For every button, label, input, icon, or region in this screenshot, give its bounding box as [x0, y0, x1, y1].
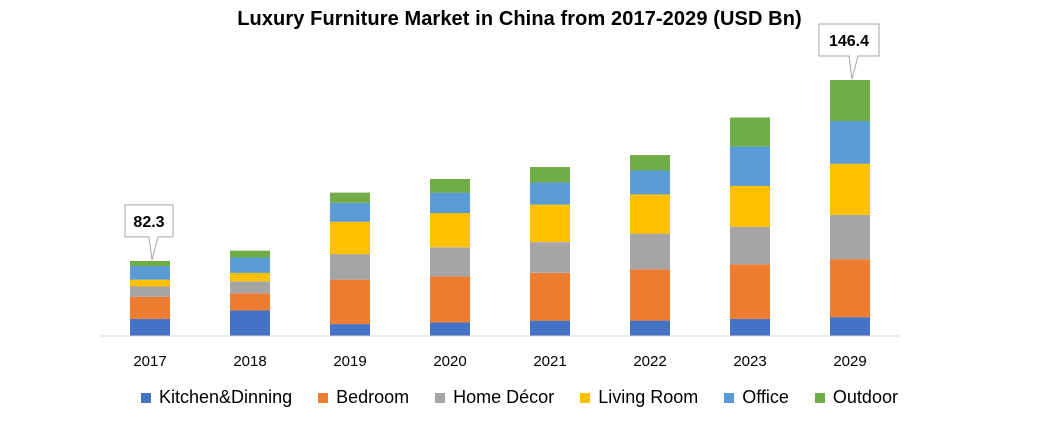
legend-item-5: Outdoor — [814, 387, 898, 408]
bar-segment-2021-series-2 — [530, 242, 570, 273]
callout-box-2029 — [818, 23, 880, 80]
bar-segment-2018-series-3 — [230, 272, 270, 282]
bar-segment-2029-series-2 — [830, 214, 870, 260]
data-label-total-2029: 146.4 — [829, 33, 869, 50]
bar-segment-2029-series-5 — [830, 80, 870, 121]
legend-item-1: Bedroom — [318, 387, 409, 408]
bar-segment-2017-series-2 — [130, 286, 170, 297]
bar-segment-2023-series-3 — [730, 185, 770, 227]
x-tick-label-2017: 2017 — [133, 353, 166, 370]
legend-label-2: Home Décor — [453, 387, 555, 407]
bar-segment-2018-series-0 — [230, 310, 270, 336]
legend-label-3: Living Room — [598, 387, 699, 407]
bar-segment-2018-series-2 — [230, 281, 270, 294]
legend-swatch-0 — [141, 392, 152, 403]
bar-segment-2019-series-3 — [330, 221, 370, 255]
bar-segment-2019-series-4 — [330, 202, 370, 222]
bar-segment-2023-series-4 — [730, 146, 770, 186]
bar-segment-2020-series-3 — [430, 213, 470, 248]
legend-item-2: Home Décor — [435, 387, 554, 408]
legend-label-0: Kitchen&Dinning — [159, 387, 293, 407]
bar-segment-2029-series-0 — [830, 317, 870, 336]
bar-segment-2022-series-5 — [630, 155, 670, 171]
bar-segment-2020-series-4 — [430, 192, 470, 214]
legend-label-4: Office — [742, 387, 789, 407]
bar-segment-2018-series-4 — [230, 257, 270, 273]
bar-segment-2017-series-5 — [130, 260, 170, 266]
bar-segment-2022-series-2 — [630, 233, 670, 270]
legend: Kitchen&Dinning Bedroom Home Décor Living R… — [0, 387, 1039, 408]
bar-segment-2022-series-3 — [630, 194, 670, 234]
bar-segment-2021-series-3 — [530, 204, 570, 243]
bar-segment-2020-series-2 — [430, 247, 470, 277]
bar-segment-2017-series-3 — [130, 279, 170, 287]
bar-segment-2029-series-4 — [830, 121, 870, 164]
bar-segment-2029-series-1 — [830, 259, 870, 318]
bar-segment-2021-series-5 — [530, 167, 570, 183]
bar-segment-2022-series-4 — [630, 170, 670, 195]
x-tick-label-2019: 2019 — [333, 353, 366, 370]
bar-segment-2020-series-5 — [430, 179, 470, 193]
callout-box-2017 — [124, 204, 174, 261]
legend-item-3: Living Room — [580, 387, 698, 408]
legend-label-5: Outdoor — [832, 387, 898, 407]
bar-segment-2018-series-1 — [230, 293, 270, 311]
legend-swatch-1 — [318, 392, 329, 403]
x-tick-label-2020: 2020 — [433, 353, 466, 370]
bar-segment-2019-series-1 — [330, 279, 370, 325]
x-tick-label-2023: 2023 — [733, 353, 766, 370]
bar-segment-2019-series-0 — [330, 324, 370, 336]
bar-segment-2021-series-0 — [530, 320, 570, 336]
data-label-total-2017: 82.3 — [133, 214, 164, 231]
legend-swatch-4 — [724, 392, 735, 403]
bar-segment-2023-series-0 — [730, 318, 770, 336]
legend-item-4: Office — [724, 387, 789, 408]
bar-segment-2022-series-1 — [630, 269, 670, 321]
legend-swatch-5 — [814, 392, 825, 403]
bar-segment-2022-series-0 — [630, 320, 670, 336]
bar-segment-2019-series-5 — [330, 192, 370, 203]
x-tick-label-2022: 2022 — [633, 353, 666, 370]
bar-segment-2019-series-2 — [330, 254, 370, 280]
bar-segment-2023-series-5 — [730, 117, 770, 147]
bar-segment-2018-series-5 — [230, 250, 270, 258]
legend-swatch-2 — [435, 392, 446, 403]
x-tick-label-2021: 2021 — [533, 353, 566, 370]
legend-label-1: Bedroom — [336, 387, 410, 407]
bar-segment-2017-series-0 — [130, 318, 170, 336]
bar-segment-2020-series-0 — [430, 322, 470, 336]
bar-segment-2029-series-3 — [830, 163, 870, 215]
x-tick-label-2029: 2029 — [833, 353, 866, 370]
bar-segment-2023-series-2 — [730, 226, 770, 265]
legend-swatch-3 — [580, 392, 591, 403]
x-tick-label-2018: 2018 — [233, 353, 266, 370]
bar-segment-2023-series-1 — [730, 264, 770, 319]
bar-segment-2021-series-4 — [530, 182, 570, 205]
bar-segment-2021-series-1 — [530, 272, 570, 321]
legend-item-0: Kitchen&Dinning — [141, 387, 292, 408]
bar-segment-2017-series-4 — [130, 266, 170, 280]
bar-segment-2017-series-1 — [130, 296, 170, 319]
bar-segment-2020-series-1 — [430, 276, 470, 323]
chart-title: Luxury Furniture Market in China from 20… — [237, 8, 802, 30]
